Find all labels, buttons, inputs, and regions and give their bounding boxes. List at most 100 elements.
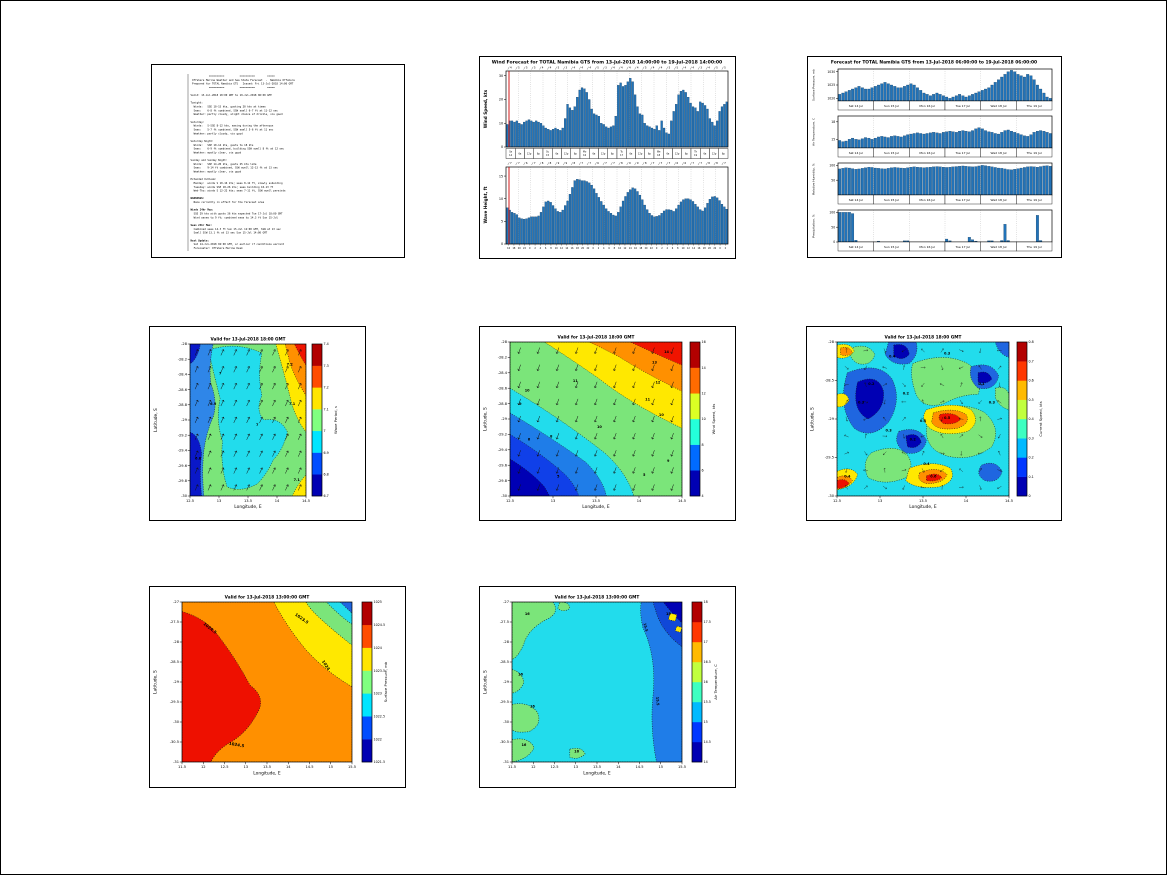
bar bbox=[513, 213, 516, 245]
bar bbox=[1000, 132, 1004, 149]
bar bbox=[612, 214, 615, 245]
bar bbox=[561, 127, 564, 148]
direction-arrow bbox=[674, 66, 676, 70]
arrow-icon bbox=[959, 399, 963, 404]
map-title: Valid for 13-Jul-2018 18:00 GMT bbox=[885, 335, 962, 341]
hour-label: 12 bbox=[560, 247, 563, 250]
bar bbox=[1035, 215, 1039, 243]
direction-arrow bbox=[547, 66, 550, 70]
annotation-value: 5 bbox=[518, 66, 520, 70]
arrow-icon bbox=[959, 349, 964, 353]
y-tick-label: -31 bbox=[173, 760, 179, 764]
annotation-value: 9 bbox=[566, 161, 568, 165]
arrow-icon bbox=[194, 383, 199, 390]
y-tick-label: -28 bbox=[173, 640, 180, 644]
arrow-icon bbox=[863, 349, 869, 352]
annotation-value: 4 bbox=[550, 66, 552, 70]
day-label: Thu 19 Jul bbox=[1026, 104, 1042, 108]
bar bbox=[867, 137, 871, 149]
annotation-value: 5 bbox=[645, 66, 647, 70]
arrow-icon bbox=[246, 416, 251, 423]
contour-field bbox=[182, 602, 352, 762]
colorbar-band bbox=[312, 452, 322, 475]
bar bbox=[1039, 130, 1043, 149]
hour-label: 22 bbox=[713, 247, 716, 250]
bar bbox=[838, 140, 842, 149]
bar bbox=[609, 213, 613, 245]
colorbar-tick-label: 0.8 bbox=[1029, 340, 1034, 344]
bar bbox=[928, 167, 932, 196]
day-label: Sat 14 Jul bbox=[849, 245, 863, 249]
arrow-icon bbox=[670, 450, 674, 457]
vector-arrows bbox=[844, 348, 1002, 490]
arrow-icon bbox=[844, 451, 849, 455]
hour-label: 16 bbox=[507, 247, 510, 250]
direction-arrow bbox=[666, 66, 669, 70]
hour-label: 22 bbox=[586, 247, 589, 250]
bar bbox=[932, 166, 936, 196]
y-tick-label: 5 bbox=[501, 220, 503, 224]
bar bbox=[691, 106, 695, 148]
bar bbox=[655, 216, 658, 245]
bar bbox=[518, 123, 521, 148]
x-tick-label: 14.5 bbox=[305, 765, 313, 769]
temperature-ylabel: Air Temperature, C bbox=[812, 118, 816, 146]
ylabel: Latitude, S bbox=[810, 407, 816, 431]
forecast-text-line: None currently in effect for the forecas… bbox=[191, 200, 265, 204]
annotation-value: 8 bbox=[708, 161, 710, 165]
bar bbox=[631, 187, 634, 245]
bar bbox=[984, 88, 987, 102]
arrow-icon bbox=[883, 348, 887, 353]
arrow-icon bbox=[670, 347, 674, 354]
arrow-icon bbox=[297, 467, 302, 474]
bar bbox=[899, 87, 903, 102]
day-box-label: 18 bbox=[657, 154, 660, 157]
arrow-icon bbox=[864, 382, 867, 387]
arrow-icon bbox=[517, 364, 521, 371]
arrow-icon bbox=[285, 416, 289, 423]
arrow-icon bbox=[220, 467, 225, 474]
contour-region bbox=[340, 602, 352, 613]
bar bbox=[701, 210, 704, 245]
bar bbox=[597, 197, 600, 245]
bar bbox=[566, 104, 569, 148]
bar bbox=[844, 91, 848, 102]
colorbar-tick-label: 1024 bbox=[374, 646, 382, 650]
arrow-icon bbox=[978, 400, 983, 404]
forecast-text-line: Weather: mostly clear, vis good bbox=[191, 150, 242, 154]
xlabel: Longitude, E bbox=[253, 771, 281, 777]
bar bbox=[854, 87, 858, 102]
arrow-icon bbox=[194, 399, 199, 407]
hour-label: 2 bbox=[598, 247, 600, 250]
arrow-icon bbox=[272, 467, 276, 474]
y-tick-label: 1030 bbox=[827, 70, 835, 74]
colorbar-tick-label: 0.3 bbox=[1029, 436, 1034, 440]
bar bbox=[984, 165, 987, 196]
contour-region bbox=[865, 448, 911, 482]
y-tick-label: -29 bbox=[173, 680, 180, 684]
arrow-icon bbox=[651, 467, 655, 474]
direction-arrow bbox=[586, 66, 589, 70]
annotation-value: 7 bbox=[613, 161, 615, 165]
day-box-label: 12p bbox=[527, 152, 532, 155]
bar bbox=[922, 167, 926, 196]
arrow-icon bbox=[517, 450, 521, 457]
bar bbox=[544, 201, 547, 245]
bar bbox=[662, 210, 666, 245]
arrow-icon bbox=[632, 347, 636, 354]
bar-series bbox=[838, 165, 1052, 196]
arrow-icon bbox=[517, 347, 521, 354]
x-tick-label: 14.5 bbox=[635, 765, 643, 769]
arrow-icon bbox=[882, 486, 887, 490]
y-tick-label: -28 bbox=[503, 640, 510, 644]
bar bbox=[903, 168, 906, 196]
bar bbox=[980, 165, 984, 196]
day-label: Sun 15 Jul bbox=[884, 198, 899, 202]
arrow-icon bbox=[958, 366, 964, 370]
bar bbox=[643, 204, 646, 245]
bar bbox=[997, 167, 1000, 196]
arrow-icon bbox=[670, 381, 674, 389]
arrow-icon bbox=[901, 451, 906, 455]
bar bbox=[571, 187, 574, 245]
